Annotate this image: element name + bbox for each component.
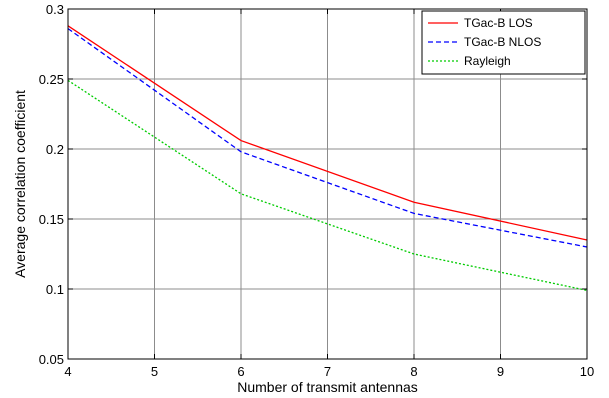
legend-label: Rayleigh [464,54,511,68]
y-axis-label: Average correlation coefficient [12,90,28,278]
x-tick-label: 5 [151,364,158,379]
y-tick-label: 0.2 [46,142,64,157]
axis-ticks: 4 5 6 7 8 9 10 0.05 0.1 0.15 0.2 0.25 0.3 [39,2,595,379]
legend: TGac-B LOS TGac-B NLOS Rayleigh [421,10,586,75]
series-line-tgac-b-nlos [67,28,588,248]
y-tick-label: 0.25 [39,72,64,87]
series-lines [67,25,588,292]
x-tick-label: 6 [237,364,244,379]
x-tick-label: 10 [580,364,594,379]
x-axis-label: Number of transmit antennas [237,379,418,395]
y-tick-label: 0.1 [46,282,64,297]
legend-box [421,10,586,75]
x-tick-label: 8 [410,364,417,379]
x-tick-label: 7 [324,364,331,379]
y-tick-label: 0.05 [39,352,64,367]
legend-label: TGac-B NLOS [464,35,541,49]
x-tick-label: 4 [64,364,71,379]
grid [68,9,587,359]
y-tick-label: 0.15 [39,212,64,227]
x-tick-label: 9 [497,364,504,379]
y-tick-label: 0.3 [46,2,64,17]
series-line-tgac-b-los [67,25,588,241]
legend-label: TGac-B LOS [464,16,533,30]
